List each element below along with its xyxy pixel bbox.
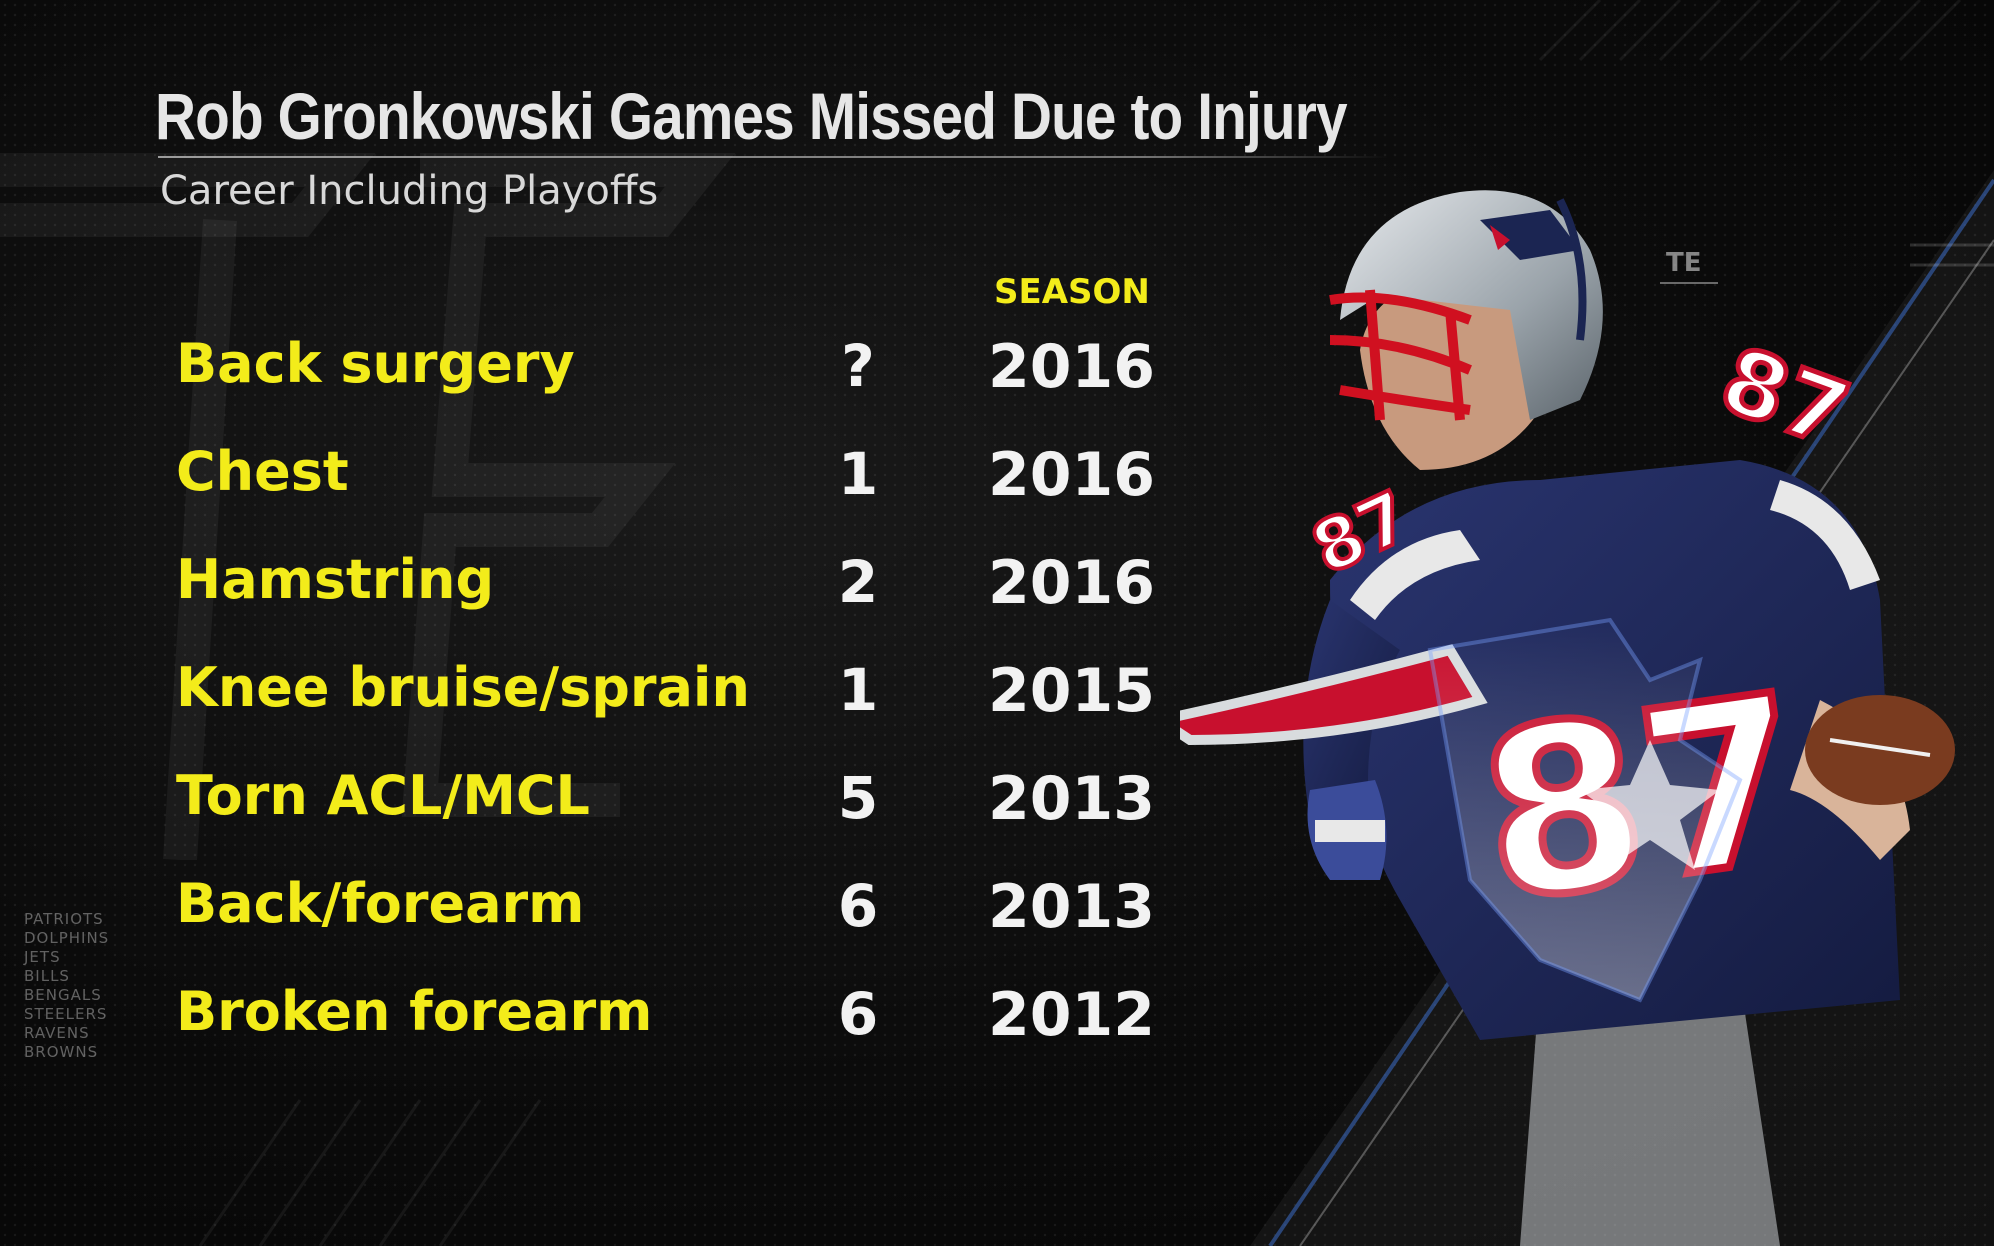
injury-name: Chest — [176, 440, 349, 503]
season-column-header: SEASON — [994, 272, 1150, 312]
injury-name: Knee bruise/sprain — [176, 656, 750, 719]
table-row: Back/forearm 6 2013 — [0, 872, 1200, 952]
season-year: 2015 — [988, 656, 1155, 726]
injury-name: Hamstring — [176, 548, 495, 611]
games-missed: 6 — [837, 980, 879, 1048]
team-name: JETS — [24, 948, 61, 966]
team-name: RAVENS — [24, 1024, 90, 1042]
table-row: Chest 1 2016 — [0, 440, 1200, 520]
title-divider — [158, 156, 1388, 158]
injury-name: Back/forearm — [176, 872, 585, 935]
season-year: 2016 — [988, 548, 1155, 618]
table-row: Torn ACL/MCL 5 2013 — [0, 764, 1200, 844]
games-missed: ? — [841, 332, 875, 400]
season-year: 2013 — [988, 764, 1155, 834]
division-team-list: PATRIOTS DOLPHINS JETS BILLS BENGALS STE… — [24, 910, 109, 1062]
player-photo: 87 87 87 — [1180, 190, 1955, 1246]
games-missed: 5 — [837, 764, 879, 832]
graphic-title: Rob Gronkowski Games Missed Due to Injur… — [155, 79, 1348, 153]
season-year: 2016 — [988, 332, 1155, 402]
injury-name: Broken forearm — [176, 980, 653, 1043]
table-row: Back surgery ? 2016 — [0, 332, 1200, 412]
team-name: STEELERS — [24, 1005, 108, 1023]
svg-text:87: 87 — [1708, 327, 1862, 469]
team-name: PATRIOTS — [24, 910, 104, 928]
team-name: BROWNS — [24, 1043, 99, 1061]
team-name: DOLPHINS — [24, 929, 110, 947]
season-year: 2016 — [988, 440, 1155, 510]
team-name: BENGALS — [24, 986, 102, 1004]
injury-name: Back surgery — [176, 332, 575, 395]
games-missed: 2 — [837, 548, 879, 616]
table-row: Knee bruise/sprain 1 2015 — [0, 656, 1200, 736]
season-year: 2013 — [988, 872, 1155, 942]
position-tag-rule — [1660, 282, 1718, 284]
injury-name: Torn ACL/MCL — [176, 764, 590, 827]
te-watermark-icon — [0, 153, 736, 860]
graphic-subtitle: Career Including Playoffs — [160, 168, 659, 214]
position-tag: TE — [1666, 248, 1702, 278]
team-name: BILLS — [24, 967, 70, 985]
games-missed: 1 — [837, 440, 879, 508]
games-missed: 6 — [837, 872, 879, 940]
table-row: Broken forearm 6 2012 — [0, 980, 1200, 1060]
season-year: 2012 — [988, 980, 1155, 1050]
table-row: Hamstring 2 2016 — [0, 548, 1200, 628]
games-missed: 1 — [837, 656, 879, 724]
